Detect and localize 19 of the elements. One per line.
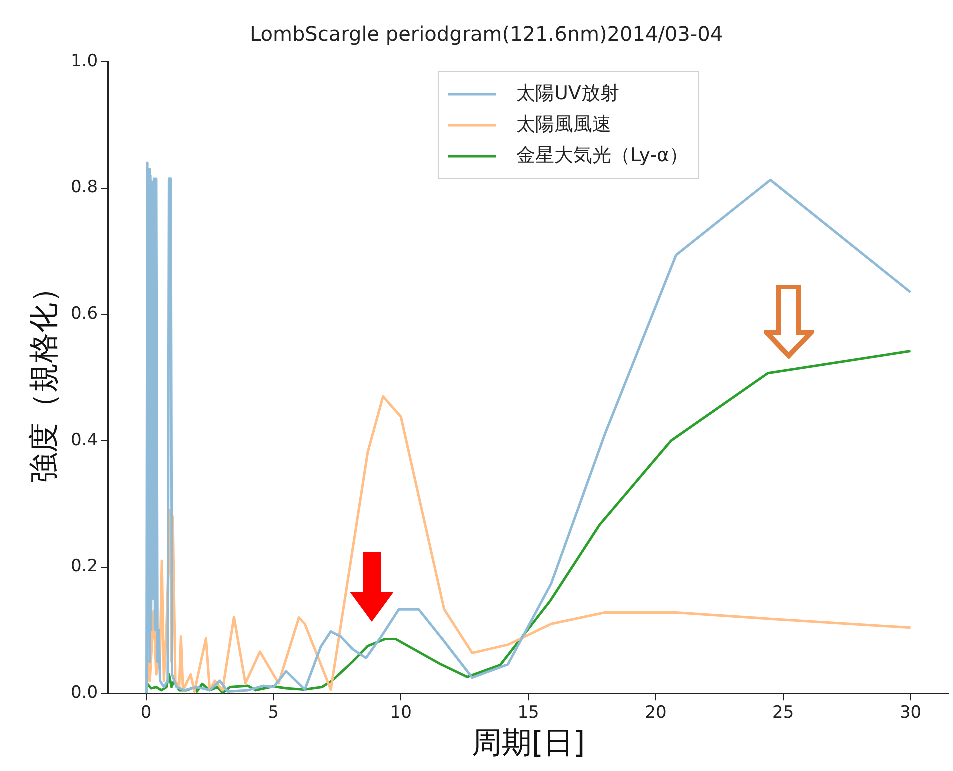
x-tick-label: 20 [645, 703, 667, 724]
x-tick-label: 0 [140, 703, 152, 724]
y-tick-label: 1.0 [70, 51, 98, 72]
legend-label: 金星大気光（Ly-α） [516, 144, 689, 166]
legend-label: 太陽UV放射 [516, 82, 620, 104]
x-tick-label: 10 [390, 703, 412, 724]
y-tick-label: 0.6 [70, 304, 98, 324]
x-tick-label: 5 [268, 703, 280, 724]
x-tick-label: 25 [772, 703, 794, 724]
y-tick-label: 0.8 [70, 178, 98, 198]
x-axis-title: 周期[日] [472, 726, 586, 761]
chart-title: LombScargle periodgram(121.6nm)2014/03-04 [250, 22, 724, 46]
x-tick-label: 15 [518, 703, 540, 724]
y-tick-label: 0.0 [70, 683, 98, 704]
y-tick-label: 0.4 [70, 430, 98, 450]
y-axis-title: 強度（規格化） [26, 272, 62, 483]
legend-label: 太陽風風速 [516, 113, 612, 136]
y-tick-label: 0.2 [70, 556, 98, 577]
x-tick-label: 30 [900, 703, 922, 724]
